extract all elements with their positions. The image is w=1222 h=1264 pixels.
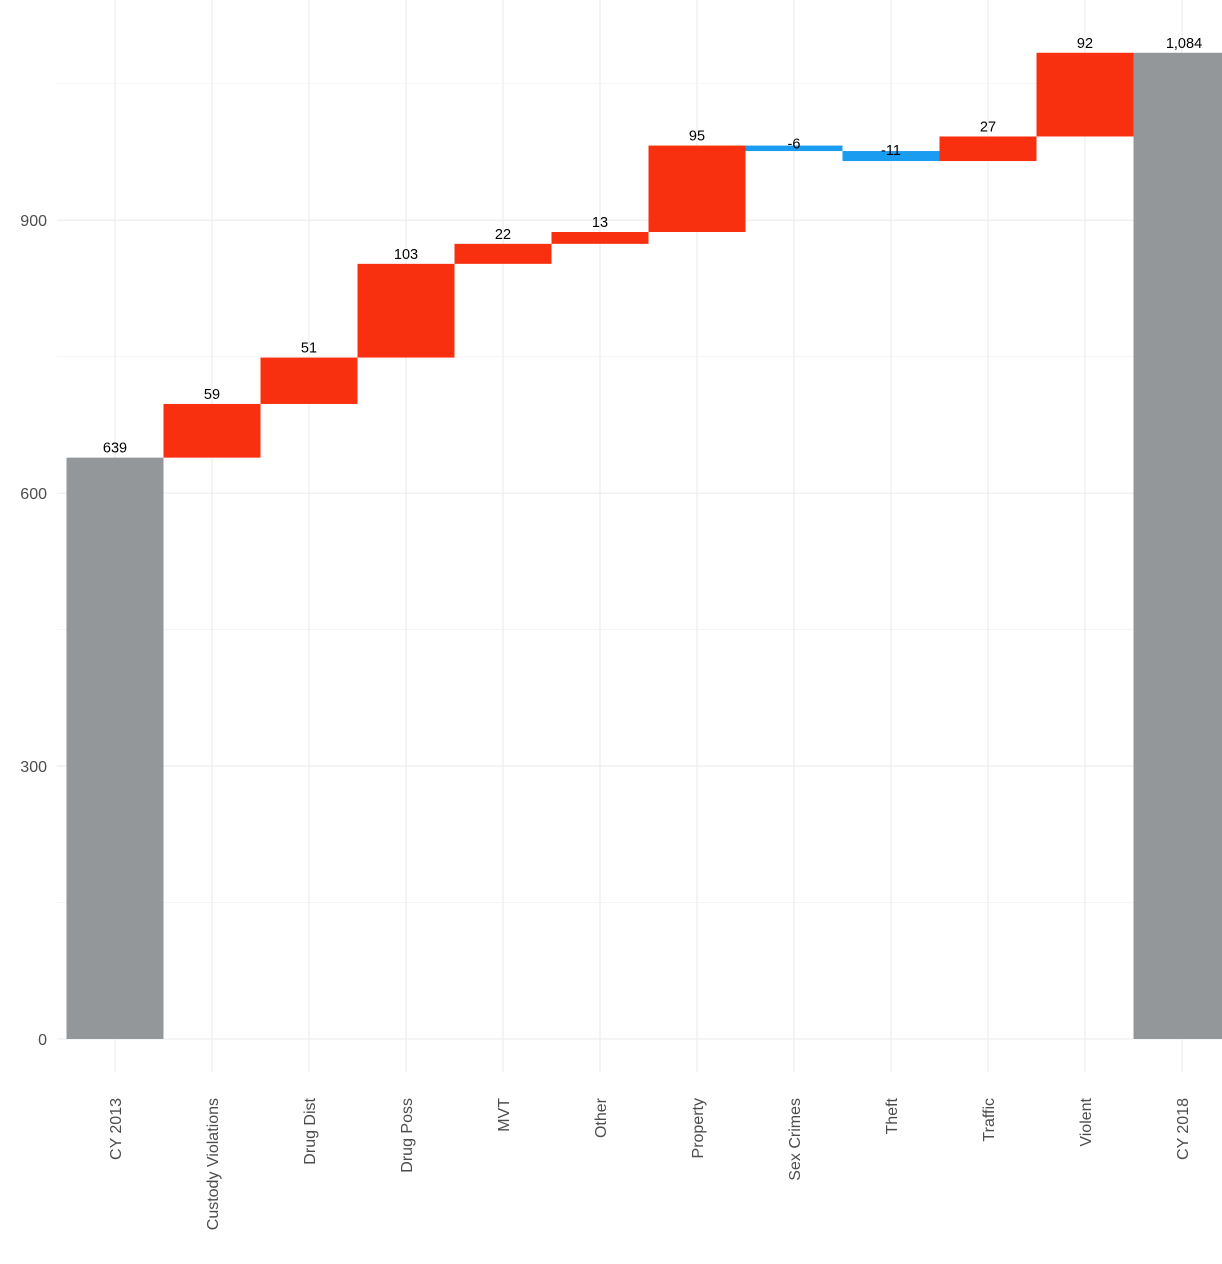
waterfall-bar: [745, 145, 843, 152]
waterfall-bar: [454, 243, 552, 264]
waterfall-bar: [357, 263, 455, 358]
waterfall-bar: [551, 232, 649, 244]
x-tick-label: Violent: [1078, 1097, 1095, 1146]
x-tick-label: MVT: [496, 1098, 513, 1132]
data-label: -6: [788, 137, 801, 153]
y-tick-label: 300: [20, 759, 47, 776]
x-tick-label: Other: [593, 1097, 610, 1138]
x-tick-label: Sex Crimes: [787, 1098, 804, 1181]
data-label: 95: [689, 129, 705, 145]
data-label: 51: [301, 341, 317, 357]
x-axis-tick-labels: CY 2013 Custody Violations Drug Dist Drug P…: [108, 1097, 1192, 1230]
x-tick-label: Theft: [884, 1097, 901, 1134]
x-tick-label: CY 2013: [108, 1098, 125, 1160]
y-tick-label: 0: [38, 1032, 47, 1049]
data-label: 103: [394, 247, 418, 263]
y-tick-label: 900: [20, 213, 47, 230]
waterfall-bar: [1036, 52, 1134, 137]
x-tick-label: Property: [690, 1098, 707, 1158]
data-label: 27: [980, 119, 996, 135]
data-label: 92: [1077, 36, 1093, 52]
x-tick-label: Drug Poss: [399, 1098, 416, 1173]
waterfall-bar: [66, 457, 164, 1039]
waterfall-bar: [260, 357, 358, 404]
data-label: 13: [592, 215, 608, 231]
x-tick-label: Custody Violations: [205, 1098, 222, 1230]
x-tick-label: Drug Dist: [302, 1097, 319, 1164]
x-tick-label: CY 2018: [1175, 1098, 1192, 1160]
data-labels-layer: 639 59 51 103 22 13 95 -6 -11 27 92 1,084: [103, 36, 1202, 457]
x-tick-label: Traffic: [981, 1098, 998, 1142]
data-label: 1,084: [1166, 36, 1202, 52]
y-axis-tick-labels: 0 300 600 900: [20, 213, 47, 1049]
bars-layer: [66, 52, 1222, 1040]
data-label: 59: [204, 387, 220, 403]
waterfall-bar: [1133, 52, 1222, 1040]
waterfall-bar: [842, 151, 940, 162]
data-label: -11: [881, 143, 901, 159]
data-label: 639: [103, 441, 127, 457]
waterfall-bar: [648, 145, 746, 233]
data-label: 22: [495, 227, 511, 243]
y-tick-label: 600: [20, 486, 47, 503]
waterfall-bar: [163, 403, 261, 458]
waterfall-bar: [939, 136, 1037, 162]
grid-layer: [57, 0, 1222, 1072]
